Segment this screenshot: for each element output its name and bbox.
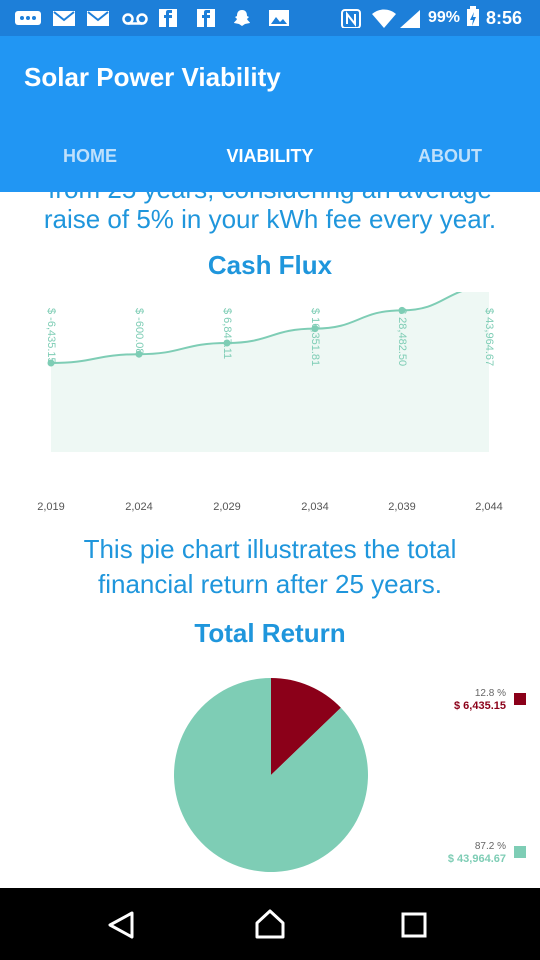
data-label: $ -600.08 [133, 308, 145, 354]
battery-percent: 99% [428, 8, 460, 28]
chat-icon [14, 8, 42, 28]
data-label: $ 28,482.50 [396, 308, 408, 366]
viability-content[interactable]: from 25 years, considering an average ra… [0, 192, 540, 888]
legend-value: $ 43,964.67 [448, 853, 506, 865]
gmail-icon [52, 8, 76, 28]
x-tick-label: 2,044 [475, 501, 503, 513]
data-label: $ 16,351.81 [309, 308, 321, 366]
nfc-icon [340, 8, 362, 28]
x-tick-label: 2,024 [125, 501, 153, 513]
clock: 8:56 [486, 8, 522, 28]
legend-percent: 12.8 % [475, 688, 506, 699]
tab-about[interactable]: ABOUT [360, 146, 540, 167]
pie-description-line1: This pie chart illustrates the total [0, 532, 540, 566]
pie-description-line2: financial return after 25 years. [0, 567, 540, 601]
x-tick-label: 2,034 [301, 501, 329, 513]
x-tick-label: 2,029 [213, 501, 241, 513]
gallery-icon [268, 8, 290, 28]
battery-icon [466, 6, 480, 26]
snapchat-icon [232, 8, 252, 28]
app-bar: Solar Power Viability HOME VIABILITY ABO… [0, 36, 540, 192]
cash-flux-title: Cash Flux [0, 250, 540, 281]
total-return-pie-chart: 12.8 %$ 6,435.15 87.2 %$ 43,964.67 [0, 662, 540, 888]
intro-text: raise of 5% in your kWh fee every year. [0, 202, 540, 236]
legend-swatch [514, 846, 526, 858]
signal-icon [398, 8, 422, 28]
x-tick-label: 2,039 [388, 501, 416, 513]
data-label: $ -6,435.15 [45, 308, 57, 364]
tab-viability[interactable]: VIABILITY [180, 146, 360, 167]
data-label: $ 6,847.11 [221, 308, 233, 359]
facebook-icon [158, 8, 178, 28]
back-icon[interactable] [106, 910, 136, 940]
navigation-bar [0, 888, 540, 960]
data-label: $ 43,964.67 [483, 308, 495, 366]
recents-icon[interactable] [401, 912, 427, 938]
total-return-title: Total Return [0, 618, 540, 649]
home-icon[interactable] [254, 908, 286, 940]
wifi-icon [371, 8, 397, 28]
legend-value: $ 6,435.15 [454, 700, 506, 712]
legend-swatch [514, 693, 526, 705]
status-bar: 99% 8:56 [0, 0, 540, 36]
voicemail-icon [122, 8, 148, 28]
facebook-icon [196, 8, 216, 28]
x-tick-label: 2,019 [37, 501, 65, 513]
gmail-icon [86, 8, 112, 28]
tab-home[interactable]: HOME [0, 146, 180, 167]
cash-flux-area [51, 292, 489, 452]
app-title: Solar Power Viability [24, 62, 281, 93]
legend-percent: 87.2 % [475, 841, 506, 852]
